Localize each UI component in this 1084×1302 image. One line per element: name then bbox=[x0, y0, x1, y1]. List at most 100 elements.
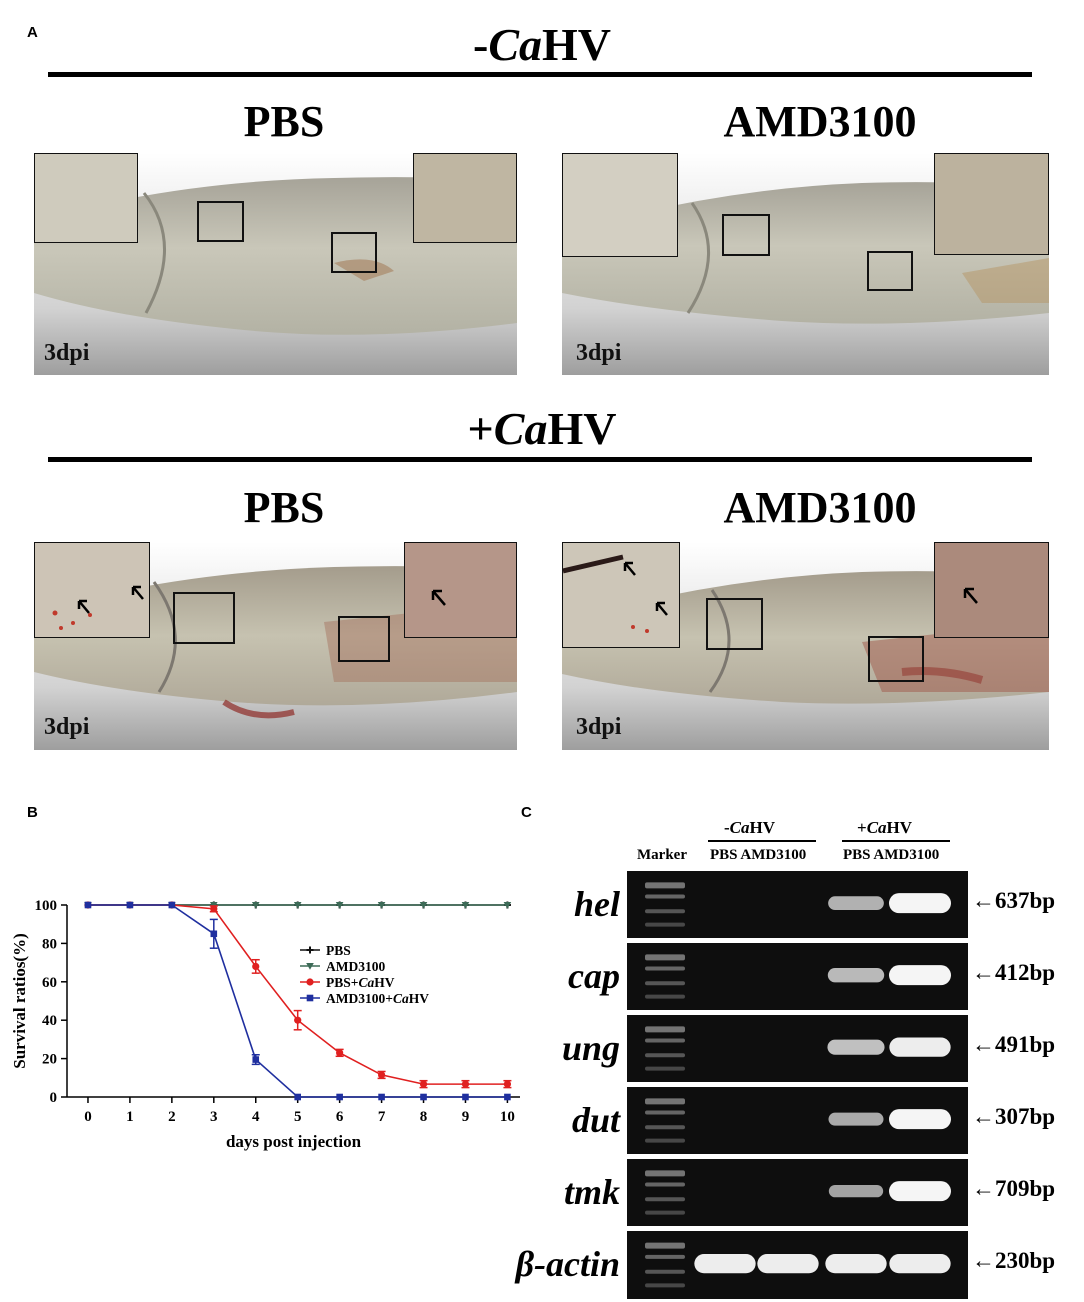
data-point bbox=[503, 1080, 512, 1088]
ladder-band bbox=[645, 1242, 685, 1249]
col-label-amd-top: AMD3100 bbox=[723, 97, 917, 146]
y-tick-label: 0 bbox=[50, 1090, 58, 1106]
gel-image bbox=[645, 954, 951, 999]
gel-row-1 bbox=[627, 871, 968, 938]
ladder-band bbox=[645, 882, 685, 889]
gel-image bbox=[645, 882, 951, 927]
y-tick-label: 100 bbox=[35, 898, 58, 914]
gel-group-minus-label: -CaHV bbox=[724, 818, 776, 837]
box-fin-plus-pbs bbox=[338, 616, 390, 662]
legend-marker bbox=[306, 978, 314, 986]
inset-gill-minus-pbs bbox=[34, 153, 138, 243]
gene-label: cap bbox=[568, 955, 620, 996]
ladder-band bbox=[645, 1138, 685, 1143]
gel-image bbox=[645, 1170, 951, 1215]
data-point bbox=[293, 902, 302, 909]
ladder-band bbox=[645, 1269, 685, 1274]
gel-row-4 bbox=[627, 1087, 968, 1154]
size-label: ←230bp bbox=[972, 1248, 1056, 1273]
box-fin-minus-pbs bbox=[331, 232, 377, 273]
y-tick-label: 60 bbox=[42, 975, 57, 991]
data-point bbox=[210, 905, 218, 913]
gel-group-plus-label: +CaHV bbox=[857, 818, 913, 837]
ladder-band bbox=[645, 1026, 685, 1033]
x-tick-label: 3 bbox=[210, 1109, 218, 1125]
gel-row-5 bbox=[627, 1159, 968, 1226]
legend-label: PBS bbox=[326, 943, 351, 958]
inset-gill-plus-amd bbox=[562, 542, 680, 648]
y-tick-label: 80 bbox=[42, 936, 57, 952]
x-tick-label: 10 bbox=[500, 1109, 515, 1125]
gel-row-2 bbox=[627, 943, 968, 1010]
inset-gill-minus-amd bbox=[562, 153, 678, 257]
panel-label-b: B bbox=[27, 804, 38, 821]
product-band bbox=[828, 896, 884, 911]
inset-fin-minus-pbs bbox=[413, 153, 517, 243]
size-label: ←709bp bbox=[972, 1175, 1056, 1201]
ladder-band bbox=[645, 922, 685, 927]
col-label-pbs-top: PBS bbox=[243, 97, 325, 146]
data-point bbox=[419, 1080, 428, 1088]
legend-marker bbox=[306, 946, 314, 954]
series-line bbox=[87, 904, 508, 1085]
data-point bbox=[335, 902, 344, 909]
data-point bbox=[419, 902, 428, 909]
rule-minus bbox=[48, 72, 1032, 77]
ladder-band bbox=[645, 1210, 685, 1215]
y-axis-label: Survival ratios(%) bbox=[10, 933, 29, 1069]
ladder-band bbox=[645, 994, 685, 999]
box-gill-minus-amd bbox=[722, 214, 770, 256]
gel-row-3 bbox=[627, 1015, 968, 1082]
gene-label: tmk bbox=[563, 1171, 620, 1212]
product-band bbox=[828, 1185, 884, 1198]
size-label: ←637bp bbox=[972, 887, 1056, 913]
ladder-band bbox=[645, 1038, 685, 1043]
x-tick-label: 2 bbox=[168, 1109, 176, 1125]
x-tick-label: 4 bbox=[252, 1109, 260, 1125]
gel-group-plus-line bbox=[842, 840, 950, 842]
data-point bbox=[378, 1093, 385, 1101]
product-band bbox=[889, 965, 951, 986]
box-gill-minus-pbs bbox=[197, 201, 244, 242]
ladder-band bbox=[645, 1197, 685, 1202]
data-point bbox=[420, 1093, 427, 1101]
legend-marker bbox=[306, 994, 314, 1002]
data-point bbox=[168, 901, 176, 909]
size-label: ←412bp bbox=[972, 959, 1056, 985]
time-label-1: 3dpi bbox=[44, 340, 90, 366]
data-point bbox=[84, 901, 92, 909]
ladder-band bbox=[645, 1254, 685, 1259]
gene-label: hel bbox=[573, 883, 620, 924]
inset-gill-plus-pbs bbox=[34, 542, 150, 638]
ladder-band bbox=[645, 1098, 685, 1105]
data-point bbox=[252, 1056, 260, 1063]
x-tick-label: 7 bbox=[378, 1109, 386, 1125]
box-gill-plus-amd bbox=[706, 598, 763, 650]
fish-photo-minus-amd bbox=[562, 153, 1049, 375]
gene-label: ung bbox=[561, 1027, 620, 1068]
panel-label-c: C bbox=[521, 804, 532, 821]
legend-label: AMD3100+CaHV bbox=[326, 991, 429, 1006]
y-tick-label: 40 bbox=[42, 1013, 57, 1029]
box-fin-plus-amd bbox=[868, 636, 924, 682]
size-label: ←491bp bbox=[972, 1031, 1056, 1057]
panel-label-a: A bbox=[27, 24, 38, 41]
gene-label: dut bbox=[571, 1099, 620, 1140]
time-label-4: 3dpi bbox=[576, 714, 622, 740]
x-tick-label: 8 bbox=[420, 1109, 428, 1125]
gel-image bbox=[645, 1098, 951, 1143]
ladder-band bbox=[645, 909, 685, 914]
gel-marker-label: Marker bbox=[637, 847, 687, 863]
product-band bbox=[827, 967, 885, 983]
ladder-band bbox=[645, 1170, 685, 1177]
gel-lanes-minus: PBS AMD3100 bbox=[710, 847, 807, 863]
inset-fin-plus-pbs bbox=[404, 542, 517, 638]
product-band bbox=[825, 1253, 887, 1274]
gel-image bbox=[645, 1026, 951, 1071]
x-tick-label: 6 bbox=[336, 1109, 344, 1125]
gel-row-6 bbox=[627, 1231, 968, 1299]
col-label-pbs-bottom: PBS bbox=[243, 483, 325, 532]
rule-plus bbox=[48, 457, 1032, 462]
box-fin-minus-amd bbox=[867, 251, 913, 291]
